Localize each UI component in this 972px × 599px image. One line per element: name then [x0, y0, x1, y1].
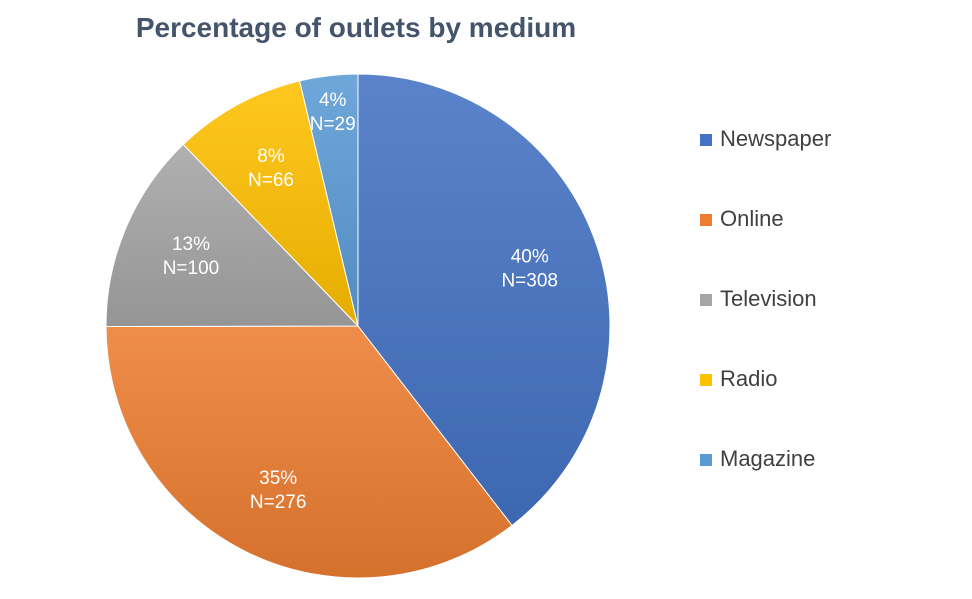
- legend-swatch-television: [700, 294, 712, 306]
- data-label-online-percent: 35%: [259, 468, 297, 489]
- data-label-newspaper-count: N=308: [501, 270, 558, 291]
- pie-slice-radio: [182, 80, 359, 328]
- data-label-newspaper-percent: 40%: [511, 246, 549, 267]
- legend-item-newspaper: Newspaper: [700, 124, 831, 204]
- data-label-television-count: N=100: [163, 258, 220, 279]
- legend-item-radio: Radio: [700, 364, 831, 444]
- pie-slice-newspaper: [357, 73, 611, 527]
- pie-slice-television: [105, 143, 360, 328]
- data-label-radio-count: N=66: [248, 170, 294, 191]
- data-label-radio-percent: 8%: [257, 146, 285, 167]
- legend-label-magazine: Magazine: [720, 446, 816, 471]
- legend-item-magazine: Magazine: [700, 444, 831, 524]
- legend-label-radio: Radio: [720, 366, 778, 391]
- legend-item-television: Television: [700, 284, 831, 364]
- legend: Newspaper Online Television Radio Magazine: [700, 124, 831, 524]
- legend-label-newspaper: Newspaper: [720, 126, 832, 151]
- data-label-magazine-count: N=29: [310, 114, 356, 135]
- legend-label-online: Online: [720, 206, 784, 231]
- pie-slice-magazine: [298, 73, 359, 327]
- legend-swatch-radio: [700, 374, 712, 386]
- legend-label-television: Television: [720, 286, 817, 311]
- data-label-online-count: N=276: [250, 492, 307, 513]
- pie-slice-online: [105, 325, 513, 579]
- legend-swatch-online: [700, 214, 712, 226]
- data-label-magazine-percent: 4%: [319, 90, 347, 111]
- legend-swatch-magazine: [700, 454, 712, 466]
- data-label-television-percent: 13%: [172, 234, 210, 255]
- legend-swatch-newspaper: [700, 134, 712, 146]
- legend-item-online: Online: [700, 204, 831, 284]
- chart-title: Percentage of outlets by medium: [135, 12, 577, 43]
